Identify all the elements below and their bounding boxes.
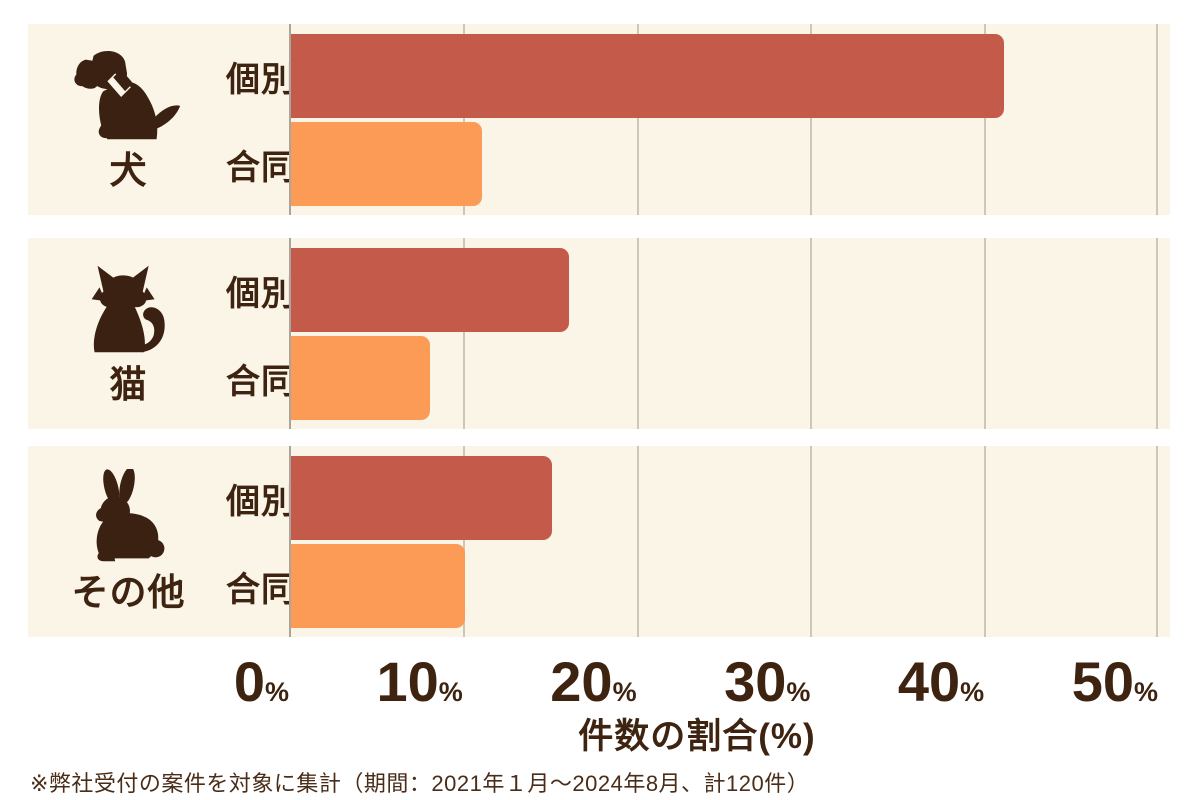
rabbit-icon (70, 469, 188, 569)
gridline-30pct (810, 24, 813, 215)
category-panel-cat: 猫 個別 合同 (28, 238, 1170, 429)
x-tick-20: 20% (550, 650, 637, 713)
category-panel-dog: 犬 個別 合同 (28, 24, 1170, 215)
plot-area-cat (289, 238, 1158, 429)
x-tick-50: 50% (1071, 650, 1158, 713)
chart-footnote: ※弊社受付の案件を対象に集計（期間：2021年１月～2024年8月、計120件） (30, 771, 810, 796)
series-label-joint: 合同 (226, 362, 296, 401)
gridline-0pct (289, 24, 291, 215)
gridline-30pct (810, 446, 813, 637)
category-header-dog: 犬 (46, 24, 211, 215)
bar-dog-joint (291, 122, 483, 206)
series-labels-other: 個別 合同 (209, 446, 313, 637)
bar-cat-joint (291, 336, 431, 420)
gridline-50pct (1156, 446, 1158, 637)
bar-other-individual (291, 456, 552, 540)
series-labels-dog: 個別 合同 (209, 24, 313, 215)
series-labels-cat: 個別 合同 (209, 238, 313, 429)
x-tick-40: 40% (897, 650, 985, 713)
gridline-10pct (462, 446, 465, 637)
plot-area-dog (289, 24, 1158, 215)
cat-icon (70, 261, 188, 361)
series-label-individual: 個別 (226, 60, 296, 99)
gridline-20pct (636, 24, 639, 215)
category-label-other: その他 (71, 572, 186, 614)
gridline-0pct (289, 446, 291, 637)
series-label-joint: 合同 (226, 570, 296, 609)
gridline-30pct (810, 238, 813, 429)
gridline-20pct (636, 238, 639, 429)
plot-area-other (289, 446, 1158, 637)
gridline-10pct (462, 238, 465, 429)
x-axis-title: 件数の割合(%) (578, 717, 816, 756)
x-tick-30: 30% (724, 650, 811, 713)
dog-icon (70, 47, 188, 147)
bar-dog-individual (291, 34, 1004, 118)
gridline-50pct (1156, 24, 1158, 215)
category-header-other: その他 (46, 446, 211, 637)
category-label-dog: 犬 (109, 150, 148, 192)
gridline-10pct (462, 24, 465, 215)
gridline-0pct (289, 238, 291, 429)
category-header-cat: 猫 (46, 238, 211, 429)
x-tick-0: 0% (233, 650, 289, 713)
x-axis: 0% 10% 20% 30% 40% 50% (28, 646, 1170, 718)
bar-cat-individual (291, 248, 570, 332)
x-tick-10: 10% (376, 650, 463, 713)
gridline-50pct (1156, 238, 1158, 429)
gridline-40pct (984, 446, 987, 637)
category-label-cat: 猫 (109, 364, 148, 406)
gridline-20pct (636, 446, 639, 637)
series-label-individual: 個別 (226, 482, 296, 521)
category-panel-other: その他 個別 合同 (28, 446, 1170, 637)
bar-other-joint (291, 544, 465, 628)
series-label-joint: 合同 (226, 148, 296, 187)
gridline-40pct (984, 24, 987, 215)
series-label-individual: 個別 (226, 274, 296, 313)
gridline-40pct (984, 238, 987, 429)
